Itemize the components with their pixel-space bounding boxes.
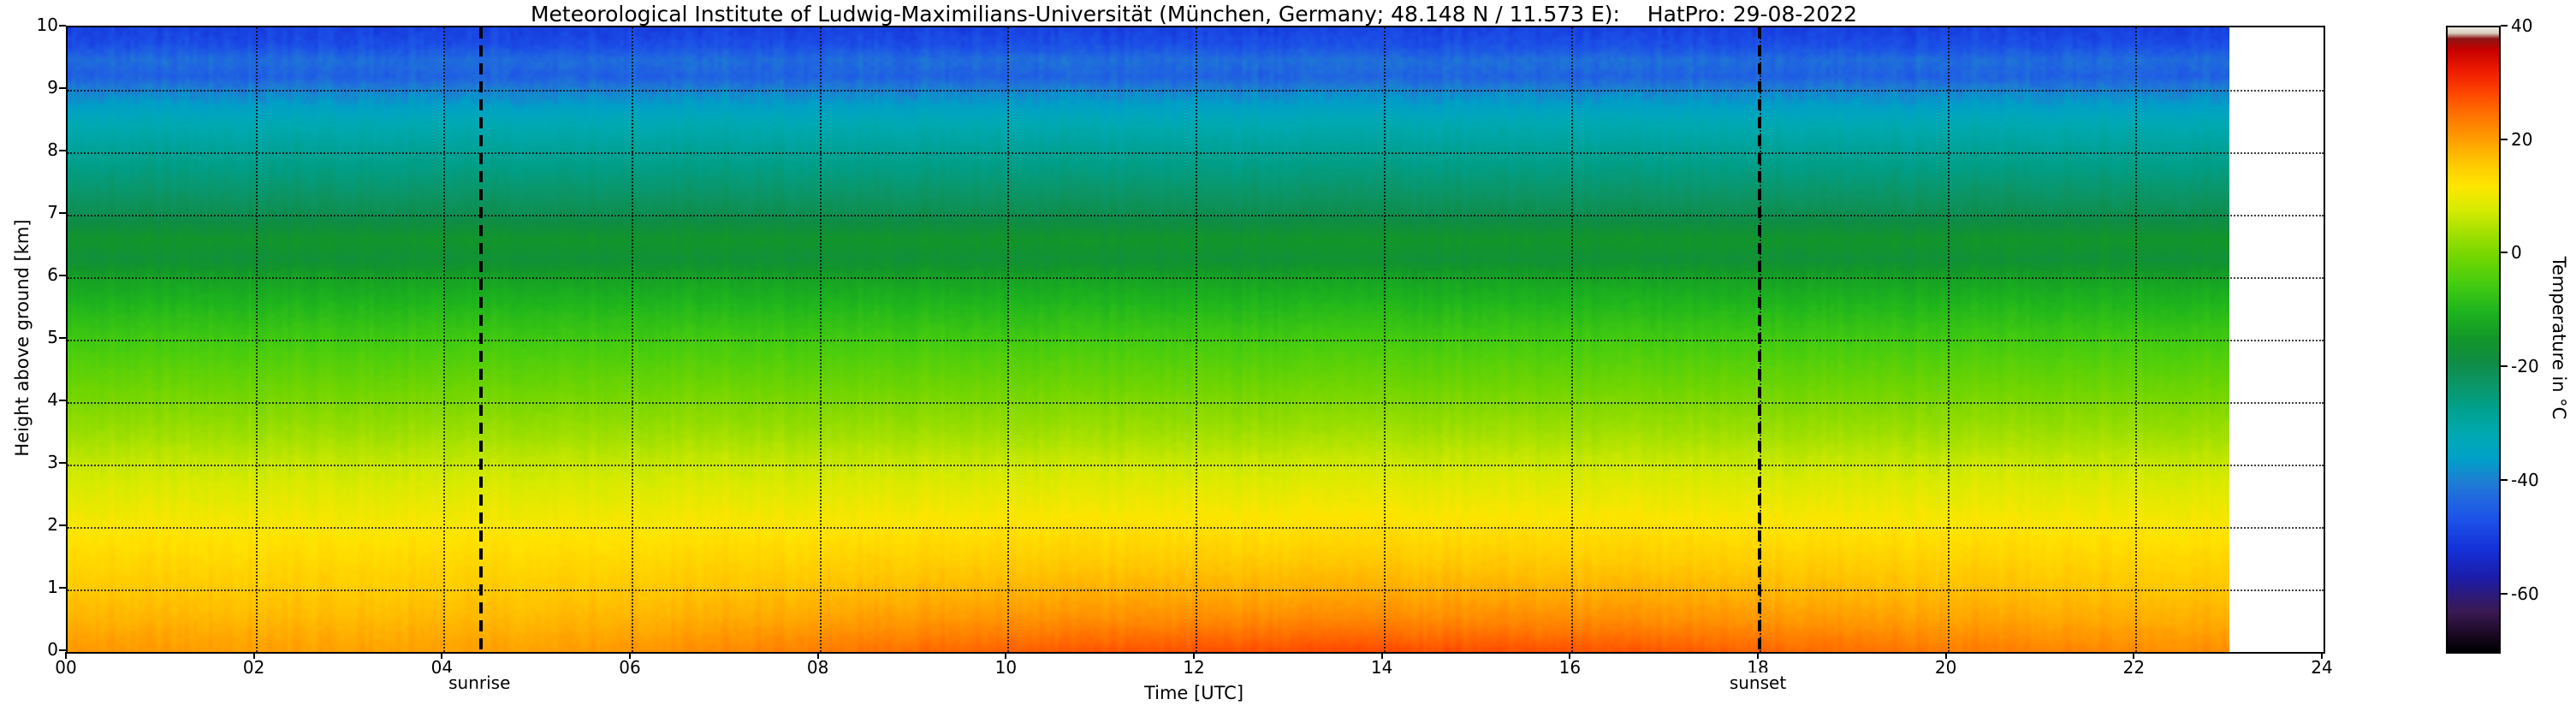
- x-tick-label: 20: [1934, 657, 1957, 678]
- x-tick-label: 02: [242, 657, 265, 678]
- horizontal-gridline: [68, 340, 2324, 341]
- x-tick-label: 14: [1370, 657, 1393, 678]
- colorbar-tick-label: 40: [2511, 15, 2533, 36]
- y-tick-mark: [59, 337, 66, 339]
- x-tick-mark: [2133, 652, 2135, 659]
- colorbar: [2446, 26, 2501, 654]
- x-tick-mark: [1944, 652, 1947, 659]
- x-tick-label: 22: [2122, 657, 2146, 678]
- colorbar-tick-label: 20: [2511, 128, 2533, 150]
- x-tick-label: 08: [806, 657, 829, 678]
- plot-area: [66, 26, 2325, 654]
- y-tick-mark: [59, 587, 66, 589]
- x-tick-label: 06: [619, 657, 641, 678]
- x-tick-mark: [441, 652, 443, 659]
- y-tick-label: 3: [47, 452, 58, 472]
- colorbar-tick-mark: [2501, 365, 2508, 368]
- y-tick-mark: [59, 87, 66, 89]
- x-tick-mark: [65, 652, 67, 659]
- x-tick-mark: [1005, 652, 1007, 659]
- horizontal-gridline: [68, 402, 2324, 404]
- horizontal-gridline: [68, 465, 2324, 466]
- colorbar-tick-mark: [2501, 138, 2508, 140]
- horizontal-gridline: [68, 527, 2324, 529]
- sunset-label: sunset: [1725, 672, 1790, 693]
- y-tick-mark: [59, 212, 66, 214]
- x-tick-label: 00: [55, 657, 77, 678]
- x-axis-label: Time [UTC]: [1143, 683, 1244, 703]
- colorbar-tick-mark: [2501, 478, 2508, 481]
- colorbar-tick-mark: [2501, 25, 2508, 27]
- x-tick-mark: [1193, 652, 1195, 659]
- horizontal-gridline: [68, 90, 2324, 92]
- y-tick-label: 1: [47, 577, 58, 597]
- colorbar-tick-mark: [2501, 252, 2508, 254]
- x-tick-mark: [816, 652, 819, 659]
- colorbar-tick-mark: [2501, 592, 2508, 595]
- sunrise-line: [479, 27, 484, 652]
- sunset-line: [1758, 27, 1761, 652]
- y-tick-label: 0: [47, 639, 58, 660]
- colorbar-tick-label: 0: [2511, 242, 2522, 264]
- x-tick-label: 16: [1558, 657, 1582, 678]
- colorbar-label: Temperature in °C: [2549, 256, 2569, 420]
- x-tick-mark: [1380, 652, 1383, 659]
- y-tick-mark: [59, 275, 66, 276]
- y-tick-mark: [59, 649, 66, 651]
- horizontal-gridline: [68, 215, 2324, 216]
- colorbar-tick-label: -20: [2511, 356, 2539, 377]
- y-tick-label: 9: [47, 77, 58, 98]
- x-tick-label: 12: [1183, 657, 1205, 678]
- y-tick-mark: [59, 150, 66, 151]
- x-tick-label: 10: [994, 657, 1018, 678]
- x-tick-mark: [629, 652, 631, 659]
- y-tick-label: 10: [36, 15, 58, 35]
- y-tick-label: 4: [47, 389, 58, 410]
- x-tick-mark: [1757, 652, 1759, 659]
- chart-title: Meteorological Institute of Ludwig-Maxim…: [530, 2, 1858, 27]
- y-tick-label: 8: [47, 139, 58, 160]
- x-tick-mark: [252, 652, 255, 659]
- y-tick-mark: [59, 524, 66, 526]
- colorbar-tick-label: -40: [2511, 469, 2539, 490]
- colorbar-tick-label: -60: [2511, 583, 2539, 604]
- x-tick-mark: [2321, 652, 2323, 659]
- y-tick-label: 5: [47, 327, 58, 347]
- y-tick-label: 7: [47, 202, 58, 222]
- x-tick-mark: [1569, 652, 1571, 659]
- y-tick-mark: [59, 400, 66, 401]
- y-tick-mark: [59, 462, 66, 464]
- x-tick-label: 24: [2311, 657, 2333, 678]
- horizontal-gridline: [68, 152, 2324, 154]
- horizontal-gridline: [68, 277, 2324, 279]
- y-tick-label: 2: [47, 514, 58, 535]
- sunrise-label: sunrise: [445, 672, 514, 693]
- y-tick-label: 6: [47, 264, 58, 285]
- y-tick-mark: [59, 25, 66, 27]
- horizontal-gridline: [68, 589, 2324, 591]
